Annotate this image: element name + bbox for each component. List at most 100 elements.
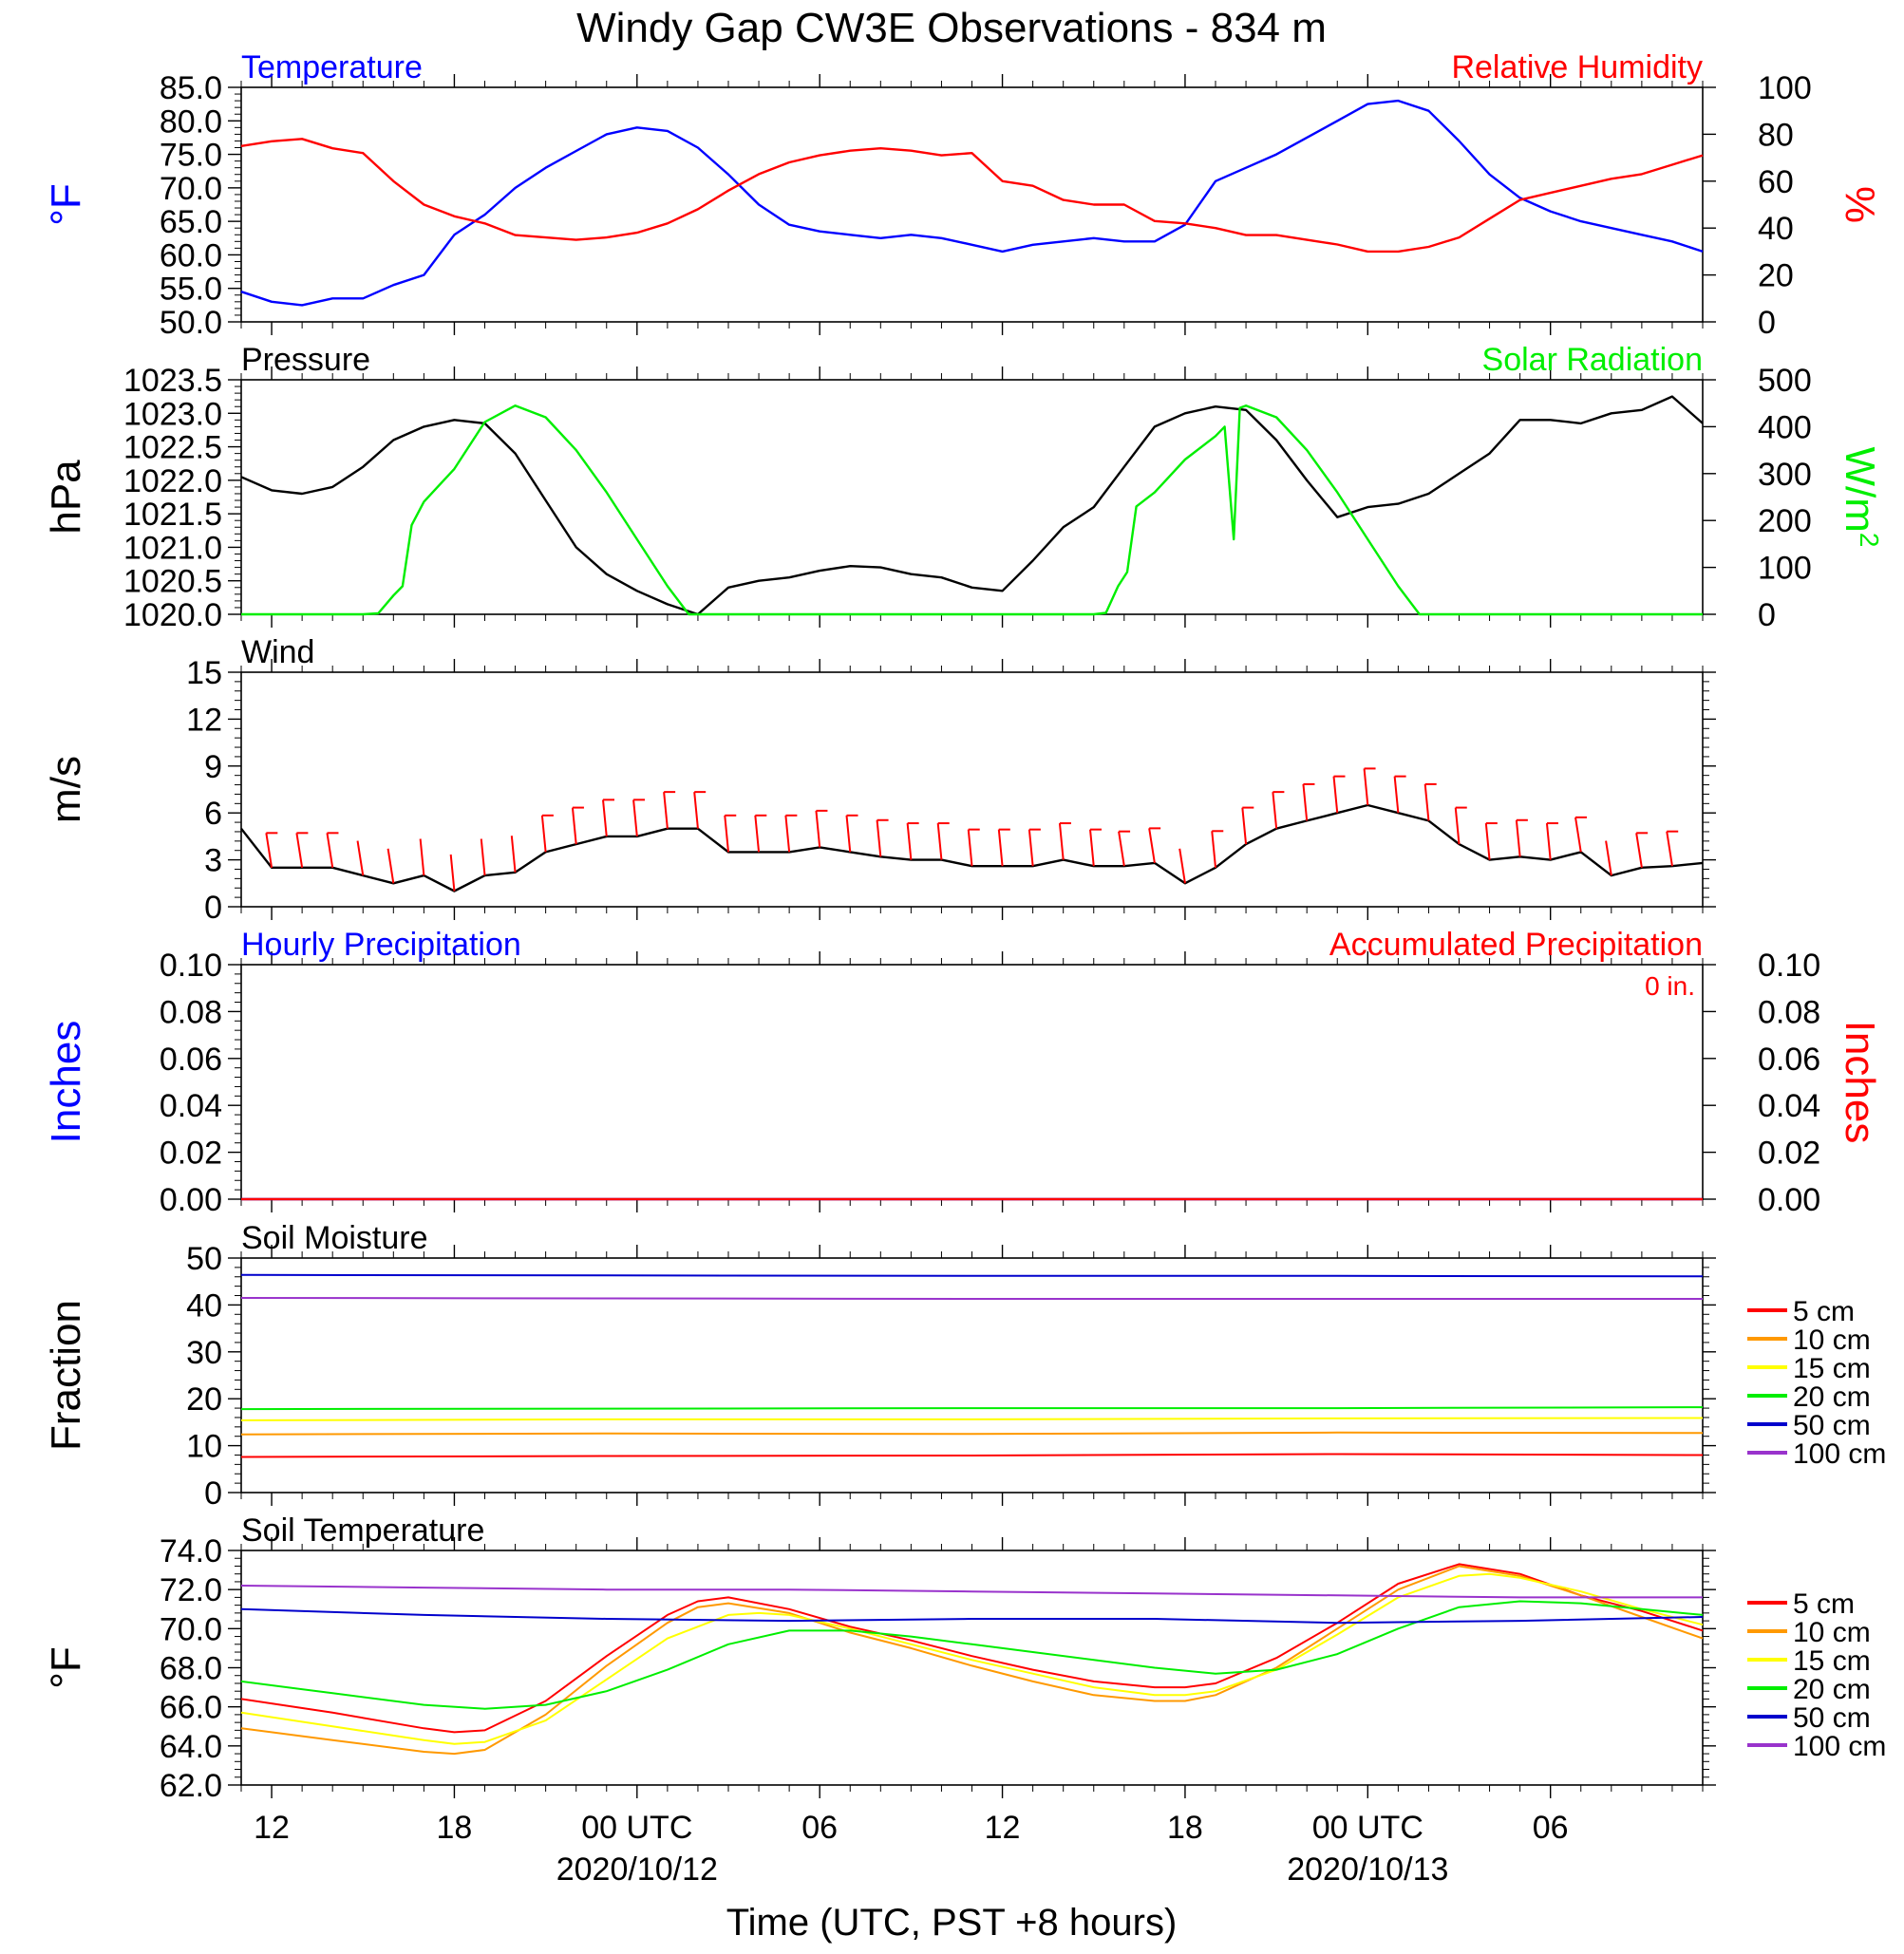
y-tick-label-left: 50	[186, 1241, 222, 1277]
y-tick-label-left: 30	[186, 1335, 222, 1371]
wind-barb	[693, 792, 699, 829]
wind-barb	[265, 833, 273, 868]
panel-frame	[240, 1550, 1704, 1786]
wind-barb	[356, 840, 365, 876]
wind-barb	[1148, 828, 1156, 864]
panel-title-left: Wind	[241, 634, 314, 670]
legend-label: 20 cm	[1793, 1674, 1871, 1705]
y-tick-label-right: 500	[1758, 363, 1812, 399]
chart-title: Windy Gap CW3E Observations - 834 m	[576, 5, 1327, 51]
series-line-5-cm	[240, 1563, 1704, 1734]
y-tick-label-right: 0	[1758, 305, 1776, 341]
y-tick-label-right: 0.04	[1758, 1088, 1820, 1124]
y-tick-label-left: 15	[186, 655, 222, 691]
series-line-10-cm	[240, 1565, 1704, 1756]
x-tick-label: 12	[254, 1810, 290, 1846]
legend-label: 10 cm	[1793, 1325, 1871, 1356]
y-tick-label-left: 1020.5	[123, 564, 222, 600]
wind-barb	[967, 829, 973, 867]
y-tick-label-left: 0.08	[160, 994, 222, 1030]
panel-temperature-rh: 50.055.060.065.070.075.080.085.0 0 20 40 60 8…	[43, 49, 1883, 341]
x-tick-label: 06	[801, 1810, 838, 1846]
wind-barb	[1666, 831, 1673, 867]
wind-barb	[1302, 783, 1309, 821]
y-tick-label-right: 300	[1758, 457, 1812, 493]
y-tick-label-right: 0.02	[1758, 1136, 1820, 1172]
y-tick-label-right: 0.06	[1758, 1042, 1820, 1078]
y-tick-label-left: 65.0	[160, 204, 222, 240]
y-tick-label-left: 1023.5	[123, 363, 222, 399]
wind-barb	[1118, 831, 1125, 867]
legend-label: 50 cm	[1793, 1410, 1871, 1441]
y-axis-label-left: Fraction	[43, 1300, 89, 1451]
y-tick-label-right: 0.10	[1758, 948, 1820, 984]
wind-barb	[1393, 776, 1400, 814]
panel-title-left: Temperature	[241, 49, 423, 85]
wind-barb	[1363, 768, 1369, 806]
y-tick-label-left: 0	[204, 890, 222, 926]
y-tick-label-left: 68.0	[160, 1651, 222, 1687]
y-tick-label-left: 1020.0	[123, 597, 222, 633]
series-line-solar-radiation	[241, 404, 1703, 616]
wind-barb	[602, 799, 608, 836]
y-tick-label-left: 10	[186, 1429, 222, 1465]
panel-title-left: Hourly Precipitation	[241, 927, 521, 963]
wind-barb	[724, 815, 729, 853]
wind-barb	[449, 854, 456, 892]
y-tick-label-left: 1023.0	[123, 396, 222, 432]
y-tick-label-right: 400	[1758, 409, 1812, 445]
panel-frame	[240, 86, 1704, 323]
y-tick-label-left: 74.0	[160, 1533, 222, 1569]
y-tick-label-left: 0.00	[160, 1182, 222, 1218]
y-tick-label-right: 80	[1758, 117, 1794, 153]
x-tick-label: 18	[437, 1810, 473, 1846]
y-tick-label-left: 50.0	[160, 305, 222, 341]
y-axis-label-right: %	[1837, 186, 1883, 223]
series-line-15-cm	[240, 1417, 1704, 1421]
y-tick-label-left: 9	[204, 749, 222, 785]
series-line-20-cm	[240, 1406, 1704, 1411]
y-axis-label-right: W/m2	[1837, 447, 1885, 548]
y-tick-label-left: 62.0	[160, 1768, 222, 1804]
wind-barb	[1241, 807, 1248, 845]
wind-barb	[876, 819, 882, 857]
wind-barb	[1423, 783, 1430, 821]
y-axis-label-right: Inches	[1837, 1021, 1883, 1144]
wind-barb	[1332, 776, 1339, 814]
y-tick-label-left: 66.0	[160, 1690, 222, 1726]
panel-annotation: 0 in.	[1645, 971, 1695, 1001]
y-tick-label-left: 3	[204, 843, 222, 879]
y-tick-label-right: 100	[1758, 70, 1812, 106]
y-tick-label-right: 0	[1758, 597, 1776, 633]
panel-precipitation: 0.00 0.02 0.04 0.06 0.08 0.10 0.00 0.02 0.04 0.06…	[43, 927, 1883, 1218]
panel-title-left: Soil Temperature	[241, 1512, 484, 1549]
y-tick-label-left: 0.10	[160, 948, 222, 984]
panel-frame	[240, 671, 1704, 908]
y-axis-label-right-superscript: 2	[1856, 533, 1885, 548]
panel-frame	[240, 379, 1704, 615]
panel-frame	[240, 964, 1704, 1200]
wind-barb	[632, 799, 638, 836]
x-tick-label: 18	[1167, 1810, 1203, 1846]
x-date-label: 2020/10/12	[556, 1851, 718, 1888]
panel-title-right: Accumulated Precipitation	[1329, 927, 1703, 963]
series-line-100-cm	[240, 1585, 1703, 1599]
y-tick-label-left: 80.0	[160, 103, 222, 140]
y-tick-label-left: 0.06	[160, 1042, 222, 1078]
series-line-20-cm	[240, 1600, 1704, 1710]
wind-barb	[997, 829, 1004, 867]
x-tick-label: 12	[985, 1810, 1021, 1846]
y-tick-label-left: 40	[186, 1287, 222, 1324]
wind-barb	[1574, 817, 1582, 853]
wind-barb	[419, 838, 425, 876]
wind-barb	[1484, 822, 1491, 860]
y-axis-label-left: °F	[43, 1646, 89, 1688]
panel-title-right: Solar Radiation	[1482, 342, 1703, 378]
y-axis-label-left: hPa	[43, 460, 89, 535]
x-tick-label: 00 UTC	[581, 1810, 692, 1846]
y-axis-label-left: Inches	[43, 1021, 89, 1144]
series-line-pressure	[240, 395, 1704, 616]
wind-barb	[1454, 807, 1461, 845]
wind-barb	[571, 807, 577, 845]
